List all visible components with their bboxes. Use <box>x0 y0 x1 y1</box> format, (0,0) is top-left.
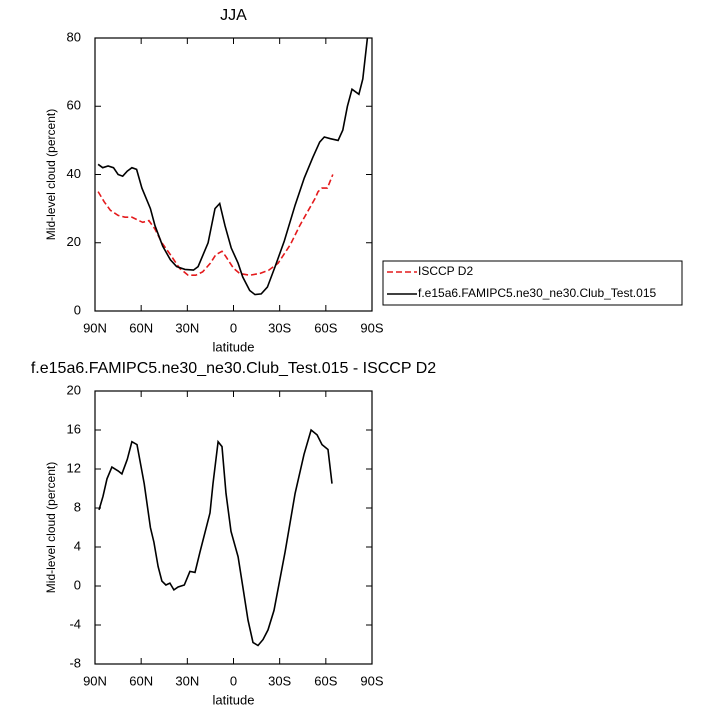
data-line <box>97 174 334 277</box>
plot-frame <box>94 37 373 312</box>
data-line <box>97 37 369 296</box>
chart-title: JJA <box>220 7 247 24</box>
y-tick-label: 16 <box>67 421 81 436</box>
y-axis-label: Mid-level cloud (percent) <box>44 109 58 240</box>
x-tick-label: 30S <box>268 673 291 688</box>
y-axis-label: Mid-level cloud (percent) <box>44 462 58 593</box>
y-tick-label: 12 <box>67 460 81 475</box>
data-line <box>98 428 333 647</box>
x-tick-label: 0 <box>230 673 237 688</box>
x-tick-label: 90S <box>360 673 383 688</box>
legend-box <box>382 260 683 306</box>
x-tick-label: 30N <box>175 673 199 688</box>
y-tick-label: -8 <box>69 655 81 670</box>
x-tick-label: 0 <box>230 320 237 335</box>
y-tick-label: 20 <box>67 382 81 397</box>
y-tick-label: 0 <box>74 302 81 317</box>
x-tick-label: 30N <box>175 320 199 335</box>
x-axis-label: latitude <box>213 692 255 707</box>
legend-label: f.e15a6.FAMIPC5.ne30_ne30.Club_Test.015 <box>418 286 656 300</box>
x-tick-label: 30S <box>268 320 291 335</box>
x-tick-label: 90N <box>83 320 107 335</box>
x-tick-label: 90N <box>83 673 107 688</box>
x-tick-label: 60N <box>129 320 153 335</box>
y-tick-label: 80 <box>67 29 81 44</box>
y-tick-label: 0 <box>74 577 81 592</box>
x-tick-label: 60S <box>314 673 337 688</box>
plot-frame <box>94 390 373 665</box>
legend-label: ISCCP D2 <box>418 264 473 278</box>
chart-title: f.e15a6.FAMIPC5.ne30_ne30.Club_Test.015 … <box>31 360 436 377</box>
y-tick-label: -4 <box>69 616 81 631</box>
y-tick-label: 40 <box>67 166 81 181</box>
y-tick-label: 4 <box>74 538 81 553</box>
x-tick-label: 90S <box>360 320 383 335</box>
y-tick-label: 60 <box>67 98 81 113</box>
x-axis-label: latitude <box>213 339 255 354</box>
x-tick-label: 60S <box>314 320 337 335</box>
y-tick-label: 20 <box>67 234 81 249</box>
y-tick-label: 8 <box>74 499 81 514</box>
x-tick-label: 60N <box>129 673 153 688</box>
